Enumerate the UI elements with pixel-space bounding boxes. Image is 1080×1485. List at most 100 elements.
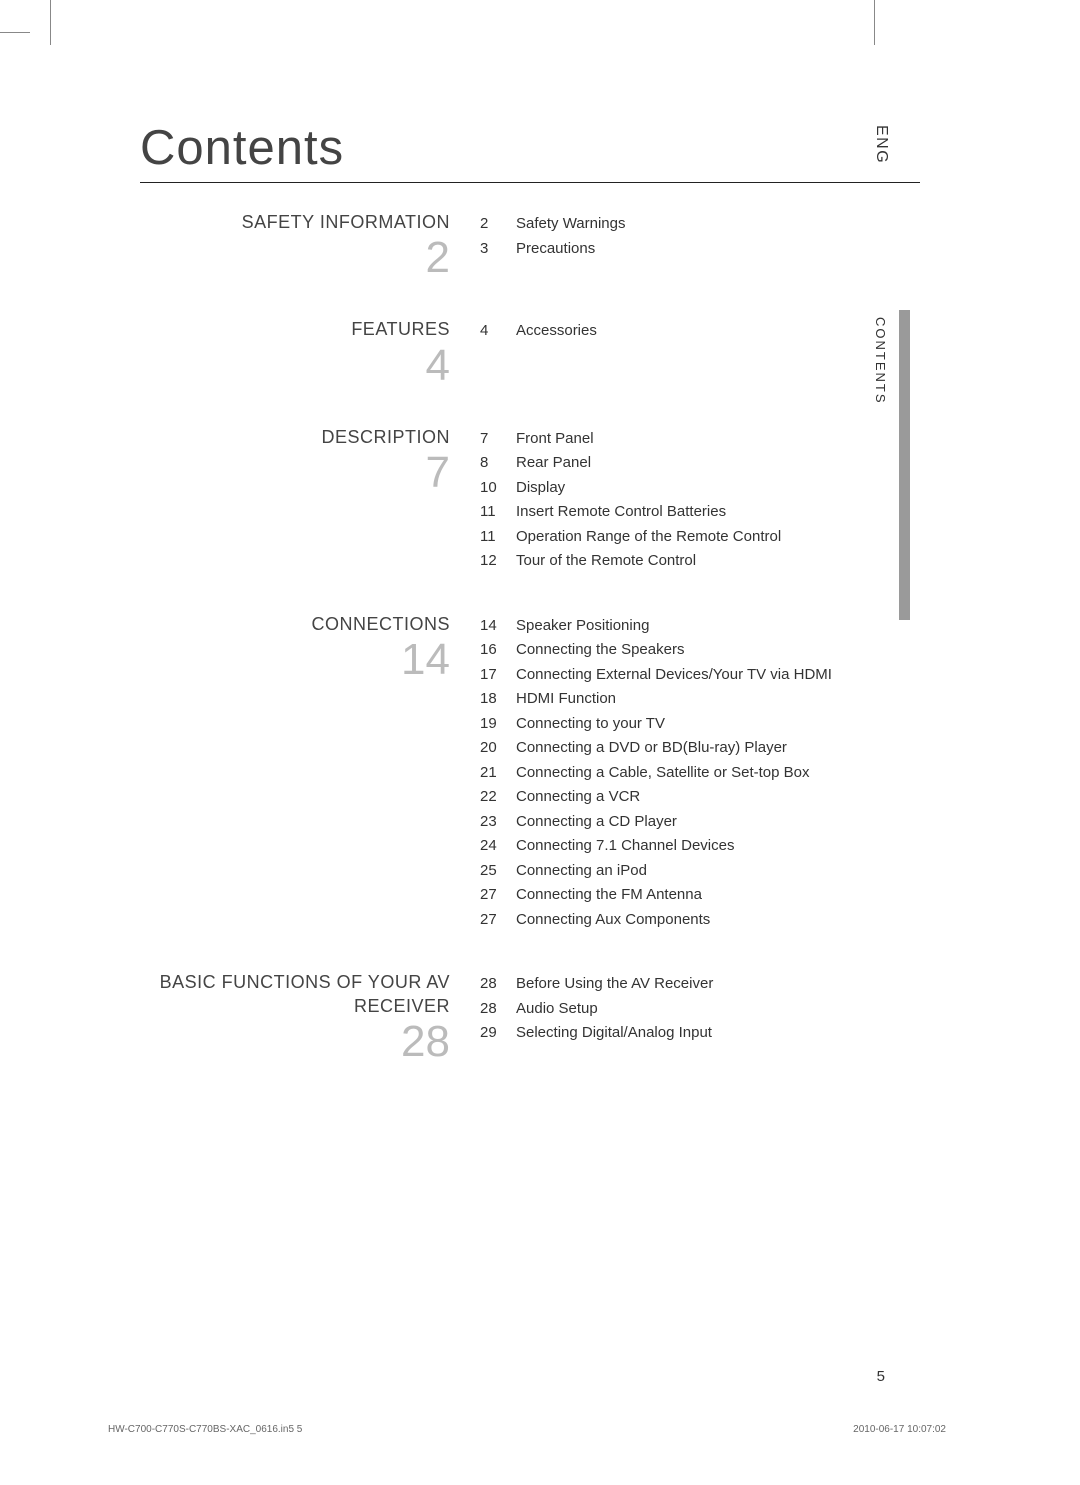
toc-entry-page: 27 (480, 909, 502, 932)
toc-entry-label: Precautions (516, 238, 920, 261)
footer-file-info: HW-C700-C770S-C770BS-XAC_0616.in5 5 (108, 1424, 302, 1435)
toc-entry-label: Insert Remote Control Batteries (516, 501, 920, 524)
toc-entry-label: Before Using the AV Receiver (516, 973, 920, 996)
section-entries: 28 Before Using the AV Receiver 28 Audio Se… (480, 971, 920, 1064)
section-title: DESCRIPTION (140, 426, 450, 449)
section-number: 28 (140, 1020, 450, 1064)
toc-section: FEATURES 4 4 Accessories (140, 318, 920, 387)
toc-entry-page: 20 (480, 737, 502, 760)
section-entries: 4 Accessories (480, 318, 920, 387)
section-title: BASIC FUNCTIONS OF YOUR AV RECEIVER (140, 971, 450, 1018)
toc-entry-page: 3 (480, 238, 502, 261)
page-content: Contents SAFETY INFORMATION22Safety Warn… (140, 120, 920, 1102)
toc-entry-label: Front Panel (516, 428, 920, 451)
toc-entry: 21 Connecting a Cable, Satellite or Set-t… (480, 762, 920, 785)
toc-entry: 25 Connecting an iPod (480, 860, 920, 883)
toc-section: BASIC FUNCTIONS OF YOUR AV RECEIVER2828B… (140, 971, 920, 1064)
toc-entry-label: Connecting Aux Components (516, 909, 920, 932)
toc-entry: 7 Front Panel (480, 428, 920, 451)
section-entries: 2Safety Warnings3Precautions (480, 211, 920, 280)
toc-section: SAFETY INFORMATION22 Safety Warnings 3 Prec… (140, 211, 920, 280)
toc-section: CONNECTIONS1414Speaker Positioning16Conn… (140, 613, 920, 934)
toc-entry: 20 Connecting a DVD or BD(Blu-ray) Player (480, 737, 920, 760)
toc-entry-page: 21 (480, 762, 502, 785)
toc-entry-label: Operation Range of the Remote Control (516, 526, 920, 549)
footer-timestamp: 2010-06-17 10:07:02 (853, 1424, 946, 1435)
section-entries: 14 Speaker Positioning16Connecting the Sp… (480, 613, 920, 934)
toc-entry-label: Connecting the Speakers (516, 639, 920, 662)
toc-entry: 22 Connecting a VCR (480, 786, 920, 809)
toc-entry: 29 Selecting Digital/Analog Input (480, 1022, 920, 1045)
toc-entry-page: 25 (480, 860, 502, 883)
section-left: SAFETY INFORMATION2 (140, 211, 450, 280)
toc-entry: 18 HDMI Function (480, 688, 920, 711)
toc-entry: 19 Connecting to your TV (480, 713, 920, 736)
toc-entry-page: 29 (480, 1022, 502, 1045)
section-left: FEATURES 4 (140, 318, 450, 387)
toc-entry-page: 23 (480, 811, 502, 834)
toc-entry-label: Connecting a DVD or BD(Blu-ray) Player (516, 737, 920, 760)
toc-entry-label: Connecting an iPod (516, 860, 920, 883)
toc-entry: 11 Operation Range of the Remote Control (480, 526, 920, 549)
toc-entry-label: Audio Setup (516, 998, 920, 1021)
crop-mark (50, 0, 51, 45)
toc-entry-label: Connecting a VCR (516, 786, 920, 809)
toc-entry-label: Connecting to your TV (516, 713, 920, 736)
crop-mark (874, 0, 875, 45)
toc-entry: 14 Speaker Positioning (480, 615, 920, 638)
toc-entry-page: 11 (480, 526, 502, 549)
toc-entry-label: Accessories (516, 320, 920, 343)
toc-entry-label: Display (516, 477, 920, 500)
toc-entry-page: 10 (480, 477, 502, 500)
toc-entry-page: 18 (480, 688, 502, 711)
toc-section: DESCRIPTION77Front Panel8Rear Panel10Dis… (140, 426, 920, 575)
section-title: CONNECTIONS (140, 613, 450, 636)
toc-entry-label: Speaker Positioning (516, 615, 920, 638)
section-title: SAFETY INFORMATION (140, 211, 450, 234)
toc-entry: 17Connecting External Devices/Your TV vi… (480, 664, 920, 687)
toc-entry-label: HDMI Function (516, 688, 920, 711)
section-number: 14 (140, 638, 450, 682)
toc-entry: 28 Audio Setup (480, 998, 920, 1021)
toc-entry-label: Connecting the FM Antenna (516, 884, 920, 907)
toc-entry-page: 28 (480, 973, 502, 996)
section-number: 7 (140, 451, 450, 495)
toc-entry-label: Tour of the Remote Control (516, 550, 920, 573)
toc-entry-label: Connecting 7.1 Channel Devices (516, 835, 920, 858)
toc-entry: 11Insert Remote Control Batteries (480, 501, 920, 524)
section-number: 2 (140, 236, 450, 280)
section-left: BASIC FUNCTIONS OF YOUR AV RECEIVER28 (140, 971, 450, 1064)
toc-entry-page: 8 (480, 452, 502, 475)
toc-entry-page: 28 (480, 998, 502, 1021)
toc-entry: 24Connecting 7.1 Channel Devices (480, 835, 920, 858)
crop-mark (0, 32, 30, 33)
toc-entry: 27 Connecting the FM Antenna (480, 884, 920, 907)
toc-entry: 8 Rear Panel (480, 452, 920, 475)
toc-entry: 4 Accessories (480, 320, 920, 343)
toc-entry: 10 Display (480, 477, 920, 500)
toc-entry-page: 22 (480, 786, 502, 809)
section-left: CONNECTIONS14 (140, 613, 450, 934)
toc-entry: 23 Connecting a CD Player (480, 811, 920, 834)
toc-entry: 16Connecting the Speakers (480, 639, 920, 662)
toc-entry-page: 14 (480, 615, 502, 638)
toc-entry-page: 4 (480, 320, 502, 343)
toc-entry-label: Connecting a Cable, Satellite or Set-top… (516, 762, 920, 785)
toc-entry: 12 Tour of the Remote Control (480, 550, 920, 573)
toc-entry-label: Connecting a CD Player (516, 811, 920, 834)
page-title: Contents (140, 120, 344, 176)
toc-entry: 28 Before Using the AV Receiver (480, 973, 920, 996)
toc-entry-label: Rear Panel (516, 452, 920, 475)
toc-entry: 27 Connecting Aux Components (480, 909, 920, 932)
section-left: DESCRIPTION7 (140, 426, 450, 575)
section-number: 4 (140, 344, 450, 388)
toc-entry: 3 Precautions (480, 238, 920, 261)
toc-entry-label: Safety Warnings (516, 213, 920, 236)
toc-entry-page: 12 (480, 550, 502, 573)
toc-entry-page: 27 (480, 884, 502, 907)
toc-entry-label: Selecting Digital/Analog Input (516, 1022, 920, 1045)
section-title: FEATURES (140, 318, 450, 341)
toc-entry-page: 19 (480, 713, 502, 736)
toc-entry-page: 7 (480, 428, 502, 451)
toc-entry-page: 17 (480, 664, 502, 687)
